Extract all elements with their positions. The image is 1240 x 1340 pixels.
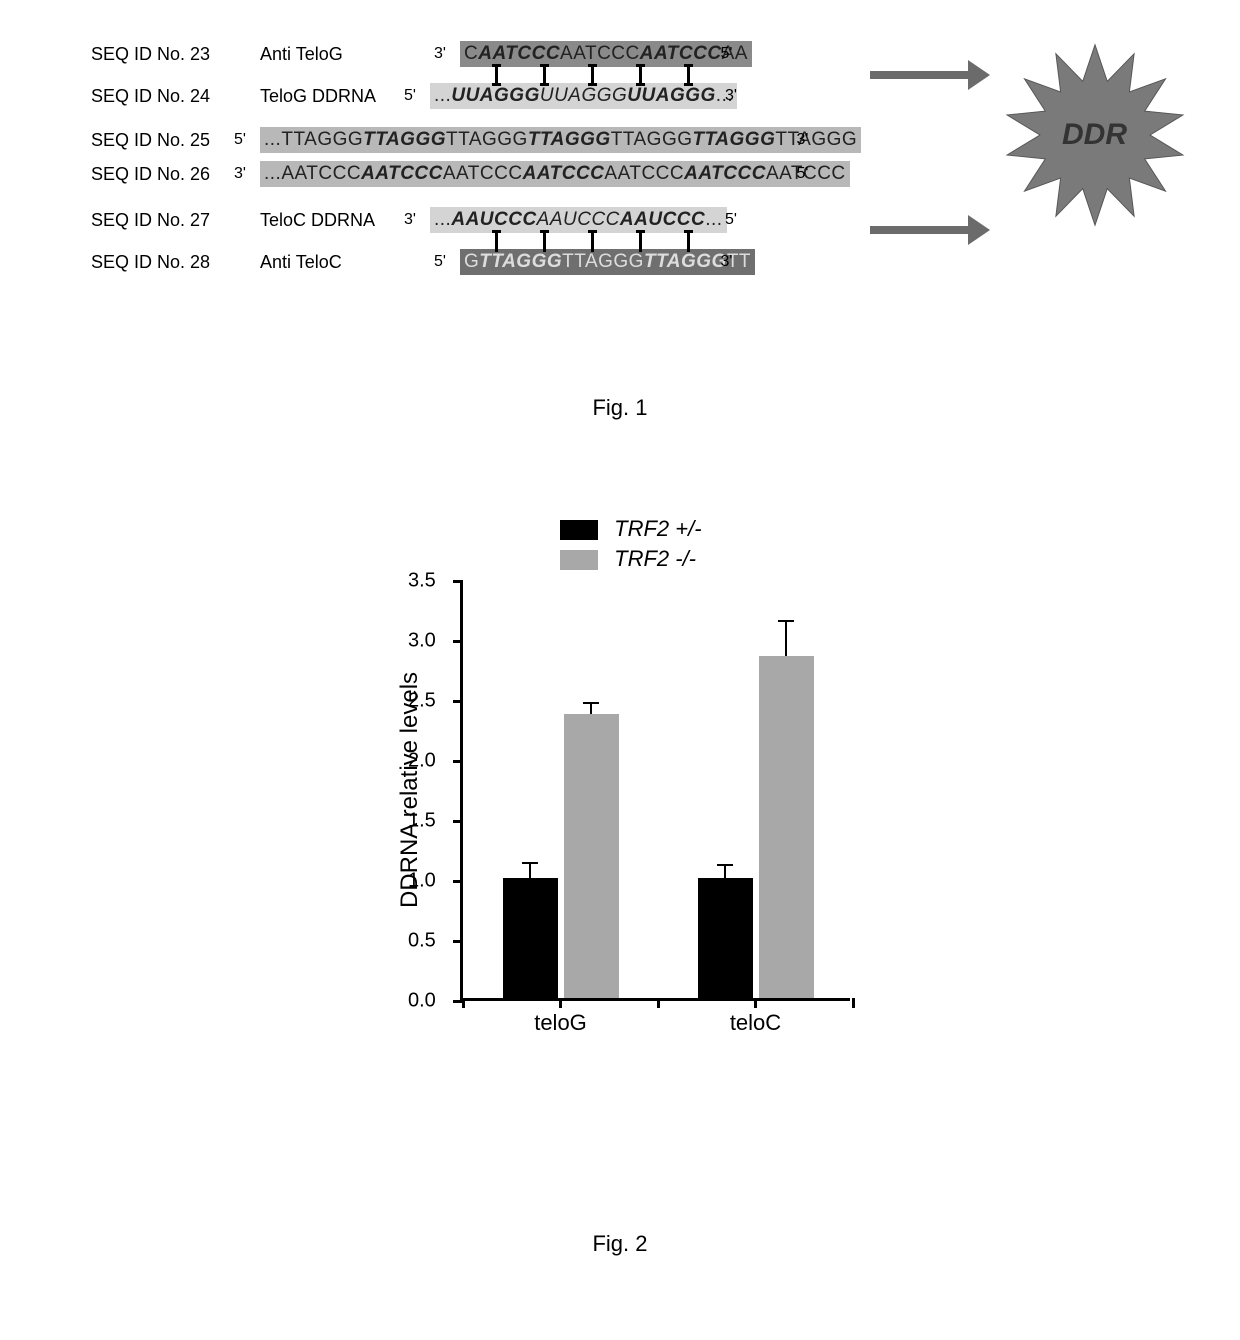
sequence-row: SEQ ID No. 25 5' ...TTAGGGTTAGGGTTAGGGTTAG… bbox=[0, 126, 900, 154]
legend: TRF2 +/- TRF2 -/- bbox=[560, 516, 702, 572]
figure-1: SEQ ID No. 23 Anti TeloG 3' CAATCCCAATCCCAA… bbox=[0, 0, 1240, 380]
sequence-row: SEQ ID No. 26 3' ...AATCCCAATCCCAATCCCAATC… bbox=[0, 160, 900, 188]
prime-label: 5' bbox=[434, 253, 446, 271]
legend-item-2: TRF2 -/- bbox=[560, 546, 702, 572]
legend-swatch-2 bbox=[560, 550, 598, 570]
y-axis-title: DDRNA relative levels bbox=[396, 650, 424, 930]
seq-name-label: Anti TeloG bbox=[260, 44, 343, 65]
base-pair-tick bbox=[639, 64, 642, 86]
seq-id-label: SEQ ID No. 28 bbox=[80, 252, 210, 273]
y-tick-label: 1.5 bbox=[408, 810, 540, 833]
base-pair-tick bbox=[591, 230, 594, 252]
base-pair-tick bbox=[687, 230, 690, 252]
figure-2-caption: Fig. 2 bbox=[0, 1231, 1240, 1257]
figure-1-caption: Fig. 1 bbox=[0, 395, 1240, 421]
seq-box: ...AAUCCCAAUCCCAAUCCC... bbox=[430, 207, 727, 233]
seq-name-label: TeloC DDRNA bbox=[260, 210, 375, 231]
base-pair-tick bbox=[495, 230, 498, 252]
seq-id-label: SEQ ID No. 23 bbox=[80, 44, 210, 65]
bar bbox=[564, 714, 619, 998]
y-tick-label: 3.5 bbox=[408, 570, 540, 593]
ddr-starburst: DDR bbox=[1000, 40, 1190, 235]
bar bbox=[503, 878, 558, 998]
seq-box: ...AATCCCAATCCCAATCCCAATCCCAATCCCAATCCCA… bbox=[260, 161, 850, 187]
base-pair-tick bbox=[687, 64, 690, 86]
seq-id-label: SEQ ID No. 25 bbox=[80, 130, 210, 151]
sequence-row: SEQ ID No. 23 Anti TeloG 3' CAATCCCAATCCCAA… bbox=[0, 40, 900, 68]
x-tick bbox=[462, 998, 465, 1008]
prime-label: 5' bbox=[234, 131, 246, 149]
ddr-label: DDR bbox=[1062, 118, 1127, 152]
x-tick-label: teloG bbox=[534, 1010, 587, 1036]
seq-box: ...TTAGGGTTAGGGTTAGGGTTAGGGTTAGGGTTAGGGT… bbox=[260, 127, 861, 153]
figure-2: TRF2 +/- TRF2 -/- 0.00.51.01.52.02.53.03… bbox=[0, 501, 1240, 1201]
prime-label: 3' bbox=[725, 87, 737, 105]
legend-swatch-1 bbox=[560, 520, 598, 540]
prime-label: 3' bbox=[721, 253, 733, 271]
base-pair-tick bbox=[639, 230, 642, 252]
seq-name-label: TeloG DDRNA bbox=[260, 86, 376, 107]
prime-label: 5' bbox=[404, 87, 416, 105]
bar bbox=[759, 656, 814, 998]
prime-label: 5' bbox=[797, 165, 809, 183]
y-tick-label: 3.0 bbox=[408, 630, 540, 653]
prime-label: 5' bbox=[725, 211, 737, 229]
chart-plot-area: 0.00.51.01.52.02.53.03.5teloGteloC bbox=[460, 581, 850, 1001]
seq-box: ...UUAGGGUUAGGGUUAGGG... bbox=[430, 83, 737, 109]
legend-label-1: TRF2 +/- bbox=[614, 516, 701, 541]
base-pair-tick bbox=[543, 230, 546, 252]
legend-item-1: TRF2 +/- bbox=[560, 516, 702, 542]
seq-box: CAATCCCAATCCCAATCCCAA bbox=[460, 41, 752, 67]
x-tick bbox=[559, 998, 562, 1008]
bar bbox=[698, 878, 753, 998]
x-tick-label: teloC bbox=[730, 1010, 781, 1036]
seq-id-label: SEQ ID No. 24 bbox=[80, 86, 210, 107]
prime-label: 3' bbox=[797, 131, 809, 149]
seq-box: GTTAGGGTTAGGGTTAGGGTT bbox=[460, 249, 755, 275]
base-pair-tick bbox=[543, 64, 546, 86]
seq-id-label: SEQ ID No. 27 bbox=[80, 210, 210, 231]
sequence-row: SEQ ID No. 28 Anti TeloC 5' GTTAGGGTTAGGGTT… bbox=[0, 248, 900, 276]
prime-label: 3' bbox=[404, 211, 416, 229]
base-pair-tick bbox=[591, 64, 594, 86]
y-tick-label: 2.0 bbox=[408, 750, 540, 773]
x-tick bbox=[852, 998, 855, 1008]
prime-label: 3' bbox=[434, 45, 446, 63]
x-tick bbox=[754, 998, 757, 1008]
base-pair-tick bbox=[495, 64, 498, 86]
prime-label: 5' bbox=[721, 45, 733, 63]
prime-label: 3' bbox=[234, 165, 246, 183]
y-tick-label: 2.5 bbox=[408, 690, 540, 713]
sequence-row: SEQ ID No. 24 TeloG DDRNA 5' ...UUAGGGUUAGG… bbox=[0, 82, 900, 110]
legend-label-2: TRF2 -/- bbox=[614, 546, 696, 571]
bar-chart: TRF2 +/- TRF2 -/- 0.00.51.01.52.02.53.03… bbox=[370, 561, 870, 1081]
sequence-row: SEQ ID No. 27 TeloC DDRNA 3' ...AAUCCCAAUCC… bbox=[0, 206, 900, 234]
seq-id-label: SEQ ID No. 26 bbox=[80, 164, 210, 185]
x-tick bbox=[657, 998, 660, 1008]
seq-name-label: Anti TeloC bbox=[260, 252, 342, 273]
